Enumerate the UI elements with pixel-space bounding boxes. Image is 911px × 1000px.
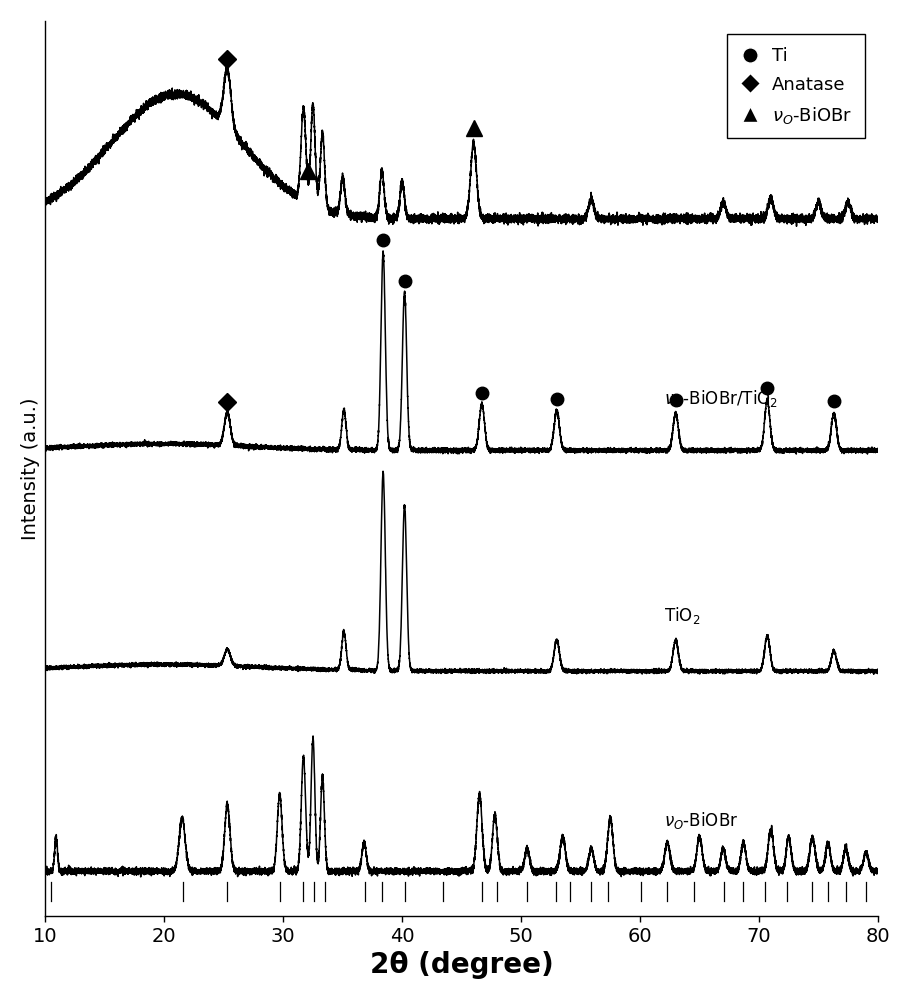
Y-axis label: Intensity (a.u.): Intensity (a.u.) — [21, 397, 40, 540]
Text: $\nu_O$-BiOBr/TiO$_2$: $\nu_O$-BiOBr/TiO$_2$ — [664, 388, 778, 409]
Text: $\nu_O$-BiOBr: $\nu_O$-BiOBr — [664, 810, 738, 831]
Text: TiO$_2$: TiO$_2$ — [664, 605, 700, 626]
X-axis label: 2θ (degree): 2θ (degree) — [370, 951, 554, 979]
Legend: Ti, Anatase, $\nu_O$-BiOBr: Ti, Anatase, $\nu_O$-BiOBr — [727, 34, 865, 138]
